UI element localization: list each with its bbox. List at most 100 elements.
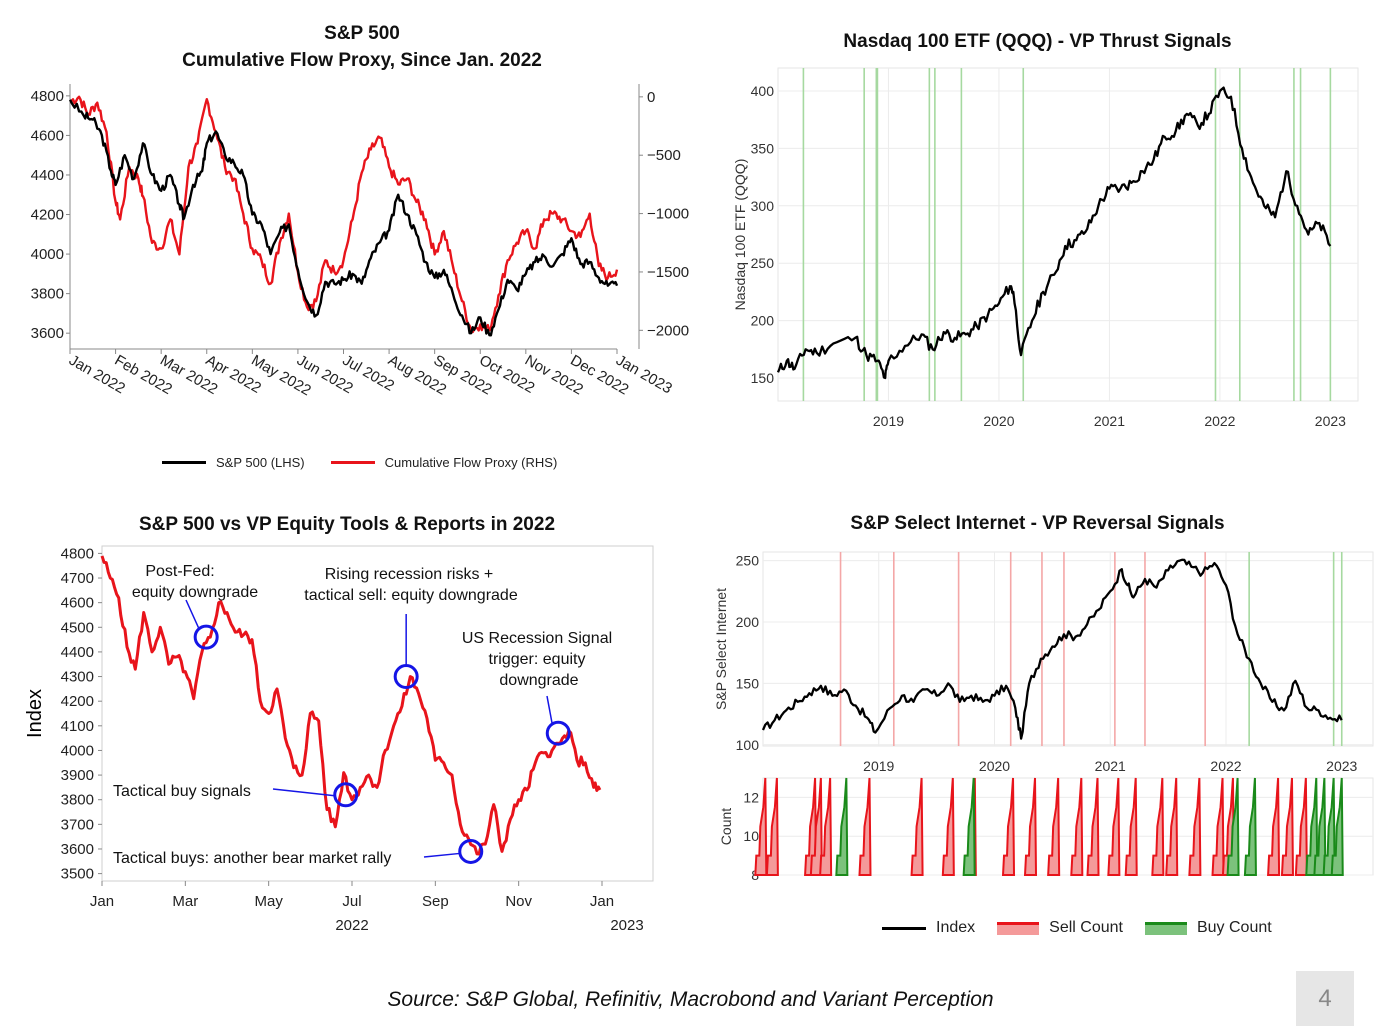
annotation-text: Tactical buys: another bear market rally (113, 850, 391, 867)
annotation-text: US Recession Signal (462, 630, 612, 647)
sell-count-burst (941, 777, 955, 876)
panel-sp-internet-reversal: S&P Select Internet - VP Reversal Signal… (690, 490, 1381, 970)
page-number: 4 (1296, 971, 1354, 1026)
y-tick-label: 4600 (61, 595, 94, 612)
buy-count-burst (835, 777, 849, 876)
sp500-vp-tools-chart: 3500 3600 3700 3800 3900 4000 4100 4200 4300 4400… (24, 545, 654, 934)
legend-swatch-black (882, 926, 926, 930)
sell-count-burst (1023, 777, 1038, 876)
x-tick-label: Jan (590, 893, 614, 910)
sell-count-burst (754, 777, 768, 876)
annotation-text: tactical sell: equity downgrade (304, 587, 518, 604)
annotation-text: downgrade (499, 672, 578, 689)
sell-count-burst (1294, 777, 1308, 876)
x-tick-label: 2023 (1315, 413, 1346, 429)
y-tick-label-right: −1000 (647, 206, 689, 223)
legend-swatch-red (997, 921, 1040, 935)
plot-area (777, 67, 1359, 402)
y-axis-label: S&P Select Internet (713, 588, 729, 710)
sell-count-burst (1267, 777, 1281, 876)
buy-count-burst (1330, 777, 1344, 876)
sell-count-burst (1124, 777, 1138, 876)
sell-count-burst (1070, 777, 1084, 876)
sell-count-burst (1107, 777, 1121, 876)
y-tick-label: 3700 (61, 816, 94, 833)
annotation-text: trigger: equity (489, 651, 586, 668)
y-tick-label: 150 (736, 675, 760, 691)
sell-count-burst (858, 777, 872, 876)
y-tick-label-left: 4800 (31, 88, 64, 105)
annotation-text: Rising recession risks + (325, 566, 494, 583)
sell-count-burst (1001, 777, 1016, 876)
sell-count-burst (1151, 777, 1165, 876)
sell-count-burst (1280, 777, 1294, 876)
panel-sp500-flow: S&P 500 Cumulative Flow Proxy, Since Jan… (0, 0, 690, 490)
annotation-circle (545, 720, 571, 746)
plot-area-count (762, 777, 1374, 876)
sell-count-burst (910, 777, 924, 876)
x-tick-label: 2022 (1210, 758, 1241, 774)
y-tick-label-left: 3600 (31, 325, 64, 342)
annotation-leader (272, 788, 335, 797)
annotation-text: Post-Fed: (145, 563, 214, 580)
count-tick-label: 12 (743, 789, 759, 805)
y-tick-label: 200 (751, 313, 775, 329)
y-tick-label-right: −500 (647, 147, 681, 164)
y-tick-label: 150 (751, 370, 775, 386)
y-tick-label: 250 (751, 255, 775, 271)
sp500-flow-chart: 3600 3800 4000 4200 4400 4600 4800 0 −500 −1000 −1… (31, 84, 689, 399)
x-tick-label: 2023 (1326, 758, 1357, 774)
x-tick-label: May (254, 893, 283, 910)
x-tick-label: 2021 (1094, 413, 1125, 429)
x-tick-label: Nov (505, 893, 532, 910)
annotation-circle (193, 624, 219, 650)
annotation-leader (546, 695, 553, 725)
y-tick-label: 4000 (61, 742, 94, 759)
buy-count-burst (1243, 777, 1257, 876)
sell-count-burst (765, 777, 779, 876)
sell-count-burst (1211, 777, 1225, 876)
legend-item-index: Index (882, 919, 975, 937)
legend-swatch-red (330, 461, 375, 464)
y-tick-label: 200 (736, 614, 760, 630)
annotation-circle (393, 664, 419, 690)
y-tick-label-left: 4400 (31, 167, 64, 184)
y-tick-label-left: 3800 (31, 286, 64, 303)
series-line-sp500 (68, 99, 619, 337)
series-line-index (100, 555, 602, 856)
legend-swatch-black (162, 461, 206, 464)
annotation-text: equity downgrade (132, 584, 258, 601)
y-axis-label: Index (24, 689, 46, 738)
x-tick-label: 2020 (983, 413, 1014, 429)
legend-swatch-green (1144, 921, 1187, 935)
y-tick-label: 3500 (61, 866, 94, 883)
legend-item-sell-count: Sell Count (997, 919, 1123, 937)
y-tick-label-left: 4600 (31, 127, 64, 144)
y-tick-label: 4200 (61, 693, 94, 710)
y-tick-label: 250 (736, 553, 760, 569)
x-tick-label: 2019 (863, 758, 894, 774)
y-tick-label-right: −1500 (647, 264, 689, 281)
chart-title: S&P 500 vs VP Equity Tools & Reports in … (138, 514, 556, 535)
legend: S&P 500 (LHS) Cumulative Flow Proxy (RHS… (162, 455, 557, 470)
y-tick-label: 3600 (61, 841, 94, 858)
panel-qqq-thrust: Nasdaq 100 ETF (QQQ) - VP Thrust Signals… (690, 0, 1381, 490)
chart-title: Nasdaq 100 ETF (QQQ) - VP Thrust Signals (843, 31, 1232, 52)
legend: Index Sell Count Buy Count (882, 919, 1272, 937)
sell-count-burst (1086, 777, 1100, 876)
y-tick-label: 4800 (61, 545, 94, 562)
y-tick-label: 400 (751, 83, 775, 99)
x-tick-label: Jul (342, 893, 361, 910)
x-tick-label: 2019 (873, 413, 904, 429)
y-tick-label-left: 4200 (31, 207, 64, 224)
series-line-index (761, 558, 1343, 740)
count-tick-label: 10 (743, 828, 759, 844)
chart-title: S&P 500 (324, 23, 400, 44)
legend-item-sp500: S&P 500 (LHS) (162, 455, 305, 470)
y-tick-label: 4500 (61, 619, 94, 636)
y-tick-label: 4700 (61, 570, 94, 587)
sell-count-burst (1165, 777, 1179, 876)
legend-label: Cumulative Flow Proxy (RHS) (384, 455, 558, 470)
y-tick-label-right: 0 (647, 89, 655, 106)
series-line-qqq (776, 86, 1332, 380)
